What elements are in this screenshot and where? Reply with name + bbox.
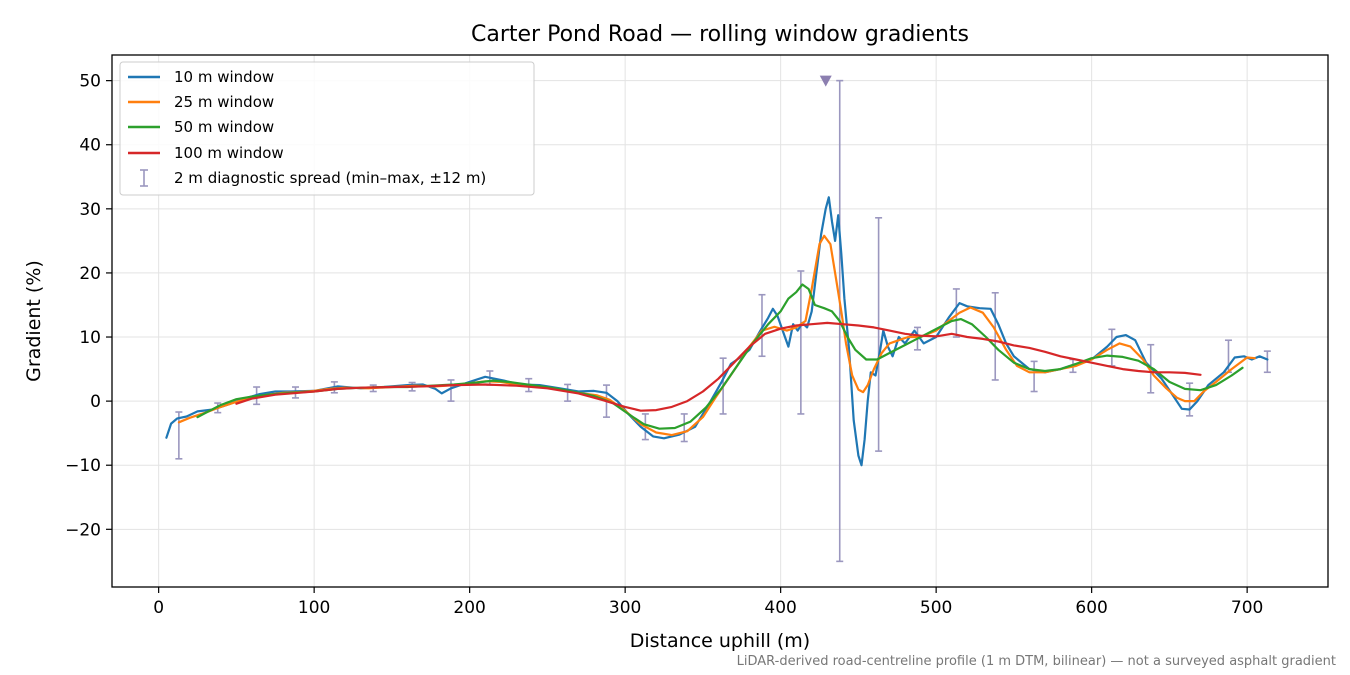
y-tick-label: 30	[79, 200, 101, 220]
y-tick-label: 40	[79, 136, 101, 156]
y-axis: −20 −10 0 10 20 30 40 50	[65, 72, 112, 540]
y-axis-label: Gradient (%)	[23, 260, 45, 382]
x-axis: 0 100 200 300 400 500 600 700	[153, 587, 1263, 618]
x-tick-label: 600	[1075, 598, 1107, 618]
diagnostic-spread-bar	[797, 270, 805, 415]
legend-label-spread: 2 m diagnostic spread (min–max, ±12 m)	[174, 169, 486, 187]
y-tick-label: 0	[90, 392, 101, 412]
legend-box	[119, 61, 535, 196]
x-tick-label: 500	[920, 598, 952, 618]
diagnostic-spread-bar	[991, 291, 999, 381]
clipped-marker	[819, 75, 832, 87]
marker-layer	[819, 75, 832, 87]
footnote: LiDAR-derived road-centreline profile (1…	[737, 654, 1336, 669]
diagnostic-spread-bar	[875, 217, 883, 452]
x-tick-label: 400	[764, 598, 796, 618]
y-tick-label: 10	[79, 328, 101, 348]
y-tick-label: −20	[65, 520, 101, 540]
y-tick-label: −10	[65, 456, 101, 476]
chart-title: Carter Pond Road — rolling window gradie…	[471, 22, 969, 47]
series-line-4	[235, 321, 1202, 412]
legend-label-2: 25 m window	[174, 93, 274, 111]
diagnostic-spread-bar	[564, 383, 572, 402]
x-tick-label: 100	[298, 598, 330, 618]
legend-label-4: 100 m window	[174, 144, 284, 162]
diagnostic-spread-bar	[175, 411, 183, 460]
y-tick-label: 20	[79, 264, 101, 284]
diagnostic-spread-bar	[1263, 350, 1271, 374]
plot-frame	[111, 54, 1329, 588]
diagnostic-spread-bar	[758, 293, 766, 358]
x-tick-label: 300	[609, 598, 641, 618]
y-tick-label: 50	[79, 72, 101, 92]
series-layer	[165, 196, 1269, 467]
x-tick-label: 700	[1231, 598, 1263, 618]
legend: 10 m window 25 m window 50 m window 100 m w…	[119, 61, 535, 196]
x-tick-label: 0	[153, 598, 164, 618]
x-tick-label: 200	[453, 598, 485, 618]
legend-label-1: 10 m window	[174, 68, 274, 86]
diagnostic-spread-bar	[1030, 360, 1038, 393]
legend-label-3: 50 m window	[174, 118, 274, 136]
x-axis-label: Distance uphill (m)	[630, 630, 810, 652]
diagnostic-spread-bar	[447, 379, 455, 402]
diagnostic-spread-bar	[680, 413, 688, 443]
diagnostic-spread-bar	[952, 288, 960, 338]
